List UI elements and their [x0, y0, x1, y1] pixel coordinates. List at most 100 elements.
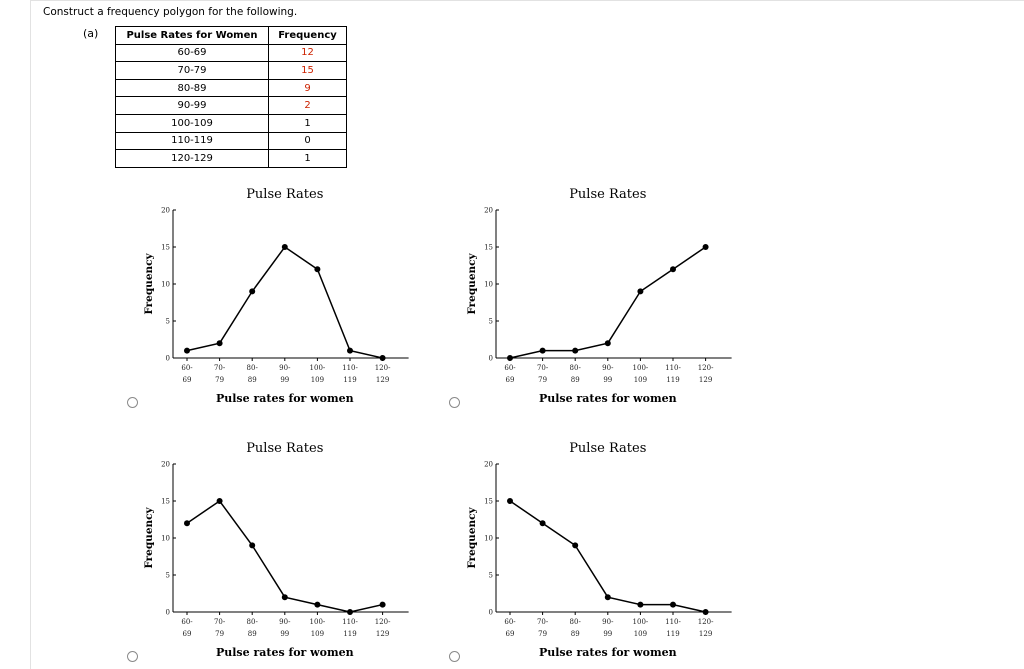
x-tick-label: 99	[603, 630, 612, 638]
table-row: 110-119 0	[115, 131, 347, 151]
y-tick-label: 0	[489, 609, 493, 617]
x-tick-label: 129	[376, 376, 389, 384]
x-tick-label: 99	[603, 376, 612, 384]
x-tick-label: 129	[699, 376, 712, 384]
chart-option-a: Pulse Rates Frequency 0 5 10 15 20 60- 69 70- 79 80…	[143, 187, 409, 405]
x-tick-label: 70-	[214, 364, 226, 372]
range-cell: 90-99	[115, 96, 269, 115]
table-row: 120-129 1	[115, 149, 347, 168]
x-axis-label: Pulse rates for women	[539, 392, 677, 405]
range-cell: 120-129	[115, 149, 269, 168]
x-tick-label: 109	[311, 376, 324, 384]
y-tick-label: 15	[484, 244, 493, 252]
data-point	[379, 355, 386, 361]
frequency-table: Pulse Rates for Women Frequency 60-69 12…	[115, 26, 347, 168]
x-tick-label: 80-	[570, 618, 582, 626]
y-tick-label: 5	[166, 318, 170, 326]
chart-option-d: Pulse Rates Frequency 0 5 10 15 20 60- 69 70- 79 80…	[466, 441, 732, 659]
x-axis-label: Pulse rates for women	[216, 392, 354, 405]
x-tick-label: 90-	[279, 618, 291, 626]
x-tick-label: 119	[343, 630, 356, 638]
x-tick-label: 70-	[214, 618, 226, 626]
x-tick-label: 69	[183, 630, 192, 638]
x-tick-label: 89	[248, 376, 257, 384]
frequency-cell: 1	[268, 149, 347, 168]
data-point	[637, 288, 644, 295]
y-axis-label: Frequency	[466, 252, 478, 314]
option-a-radio[interactable]	[127, 397, 138, 408]
x-tick-label: 79	[538, 630, 547, 638]
column-header-frequency: Frequency	[268, 26, 347, 45]
y-tick-label: 15	[484, 498, 493, 506]
table-row: 70-79 15	[115, 61, 347, 80]
chart-title: Pulse Rates	[246, 187, 323, 202]
data-point	[539, 520, 546, 527]
option-b-radio[interactable]	[449, 397, 460, 408]
x-tick-label: 99	[280, 630, 289, 638]
chart-title: Pulse Rates	[569, 441, 646, 456]
y-tick-label: 0	[166, 609, 170, 617]
data-point	[539, 347, 546, 354]
x-tick-label: 99	[280, 376, 289, 384]
x-tick-label: 89	[571, 376, 580, 384]
data-point	[702, 244, 709, 250]
y-tick-label: 20	[161, 207, 170, 215]
table-header-row: Pulse Rates for Women Frequency	[115, 26, 347, 45]
chart-title: Pulse Rates	[569, 187, 646, 202]
x-tick-label: 90-	[602, 364, 614, 372]
x-tick-label: 120-	[698, 618, 714, 626]
x-axis-label: Pulse rates for women	[539, 646, 677, 659]
x-tick-label: 129	[376, 630, 389, 638]
data-point	[347, 347, 353, 354]
x-tick-label: 60-	[181, 364, 193, 372]
y-tick-label: 0	[166, 355, 170, 363]
x-tick-label: 70-	[537, 364, 549, 372]
x-tick-label: 79	[215, 630, 224, 638]
range-cell: 80-89	[115, 78, 269, 98]
x-tick-label: 79	[538, 376, 547, 384]
x-tick-label: 69	[506, 630, 515, 638]
x-tick-label: 119	[343, 376, 356, 384]
option-d-radio[interactable]	[449, 651, 460, 662]
x-tick-label: 100-	[633, 618, 649, 626]
y-tick-label: 0	[489, 355, 493, 363]
x-tick-label: 109	[634, 376, 647, 384]
y-tick-label: 5	[489, 318, 493, 326]
data-point	[281, 244, 288, 250]
x-tick-label: 119	[666, 376, 679, 384]
series-line	[186, 245, 383, 359]
range-cell: 110-119	[115, 131, 269, 151]
y-tick-label: 5	[166, 572, 170, 580]
data-point	[702, 609, 709, 615]
data-point	[249, 288, 256, 295]
y-tick-label: 10	[161, 535, 170, 543]
y-axis-label: Frequency	[466, 506, 478, 568]
data-point	[216, 340, 223, 347]
table-row: 90-99 2	[115, 96, 347, 115]
y-axis-label: Frequency	[143, 506, 155, 568]
y-tick-label: 5	[489, 572, 493, 580]
x-tick-label: 109	[634, 630, 647, 638]
x-tick-label: 89	[248, 630, 257, 638]
table-row: 100-109 1	[115, 113, 347, 133]
data-point	[184, 347, 190, 354]
data-point	[572, 542, 579, 549]
x-tick-label: 90-	[602, 618, 614, 626]
frequency-cell: 9	[268, 78, 347, 98]
data-point	[670, 601, 676, 608]
y-tick-label: 20	[484, 461, 493, 469]
table-row: 60-69 12	[115, 43, 347, 63]
x-tick-label: 70-	[537, 618, 549, 626]
x-tick-label: 79	[215, 376, 224, 384]
option-c-radio[interactable]	[127, 651, 138, 662]
frequency-cell: 12	[268, 43, 347, 63]
range-cell: 100-109	[115, 113, 269, 133]
data-point	[184, 520, 190, 527]
data-point	[507, 498, 513, 504]
x-tick-label: 90-	[279, 364, 291, 372]
data-point	[604, 340, 611, 347]
x-tick-label: 100-	[633, 364, 649, 372]
y-axis-label: Frequency	[143, 252, 155, 314]
chart-option-c: Pulse Rates Frequency 0 5 10 15 20 60- 69 70- 79 80…	[143, 441, 409, 659]
data-point	[216, 498, 223, 504]
